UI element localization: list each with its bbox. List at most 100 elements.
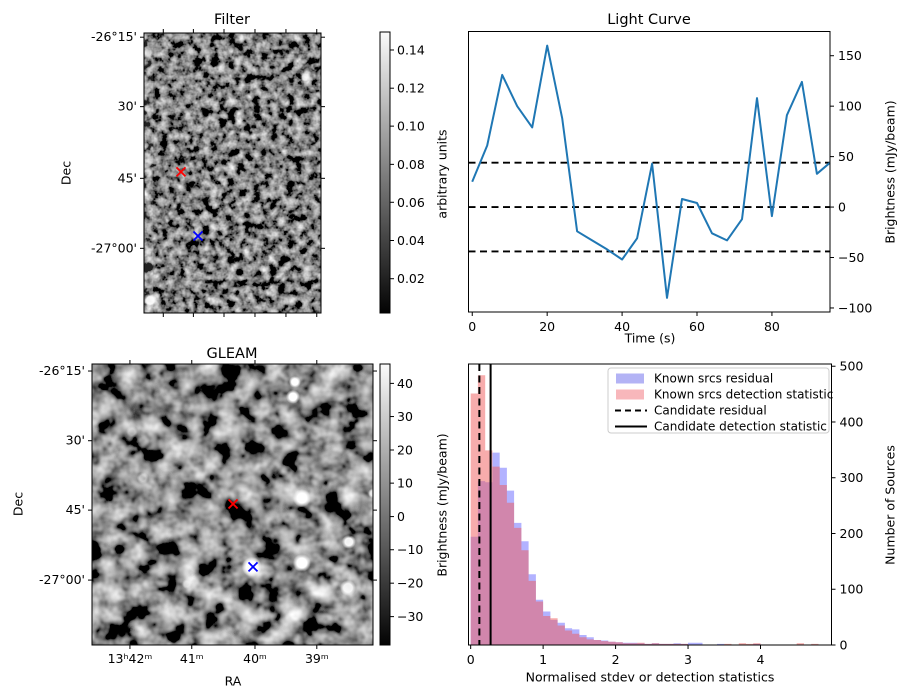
legend-swatch [616,373,644,384]
colorbar-tick-label: 0.06 [397,195,425,210]
histogram-xlabel: Normalised stdev or detection statistics [525,669,775,685]
colorbar-tick-label: 30 [397,409,413,424]
bright-source [181,579,192,590]
y-tick-label: 0 [840,638,848,653]
bright-source [368,488,373,499]
histogram-series-1 [470,375,819,645]
filter-colorbar: 0.14 0.12 0.10 0.08 0.06 0.04 0.02 [379,31,425,314]
legend-entry: Candidate residual [615,404,767,418]
legend: Known srcs residual Known srcs detection … [607,367,833,434]
x-tick-label: 41ᵐ [180,651,204,666]
bright-source [292,489,311,508]
filter-ticks: -26°15' 30' 45' -27°00' [91,29,325,317]
y-tick-label: 200 [840,526,864,541]
gleam-ylabel-dec: Dec [10,491,26,517]
legend-box [607,367,830,434]
bright-source [339,579,356,596]
y-tick-label: 100 [840,582,864,597]
bright-source [300,71,311,82]
colorbar-tick-label: 0.02 [397,271,425,286]
x-tick-label: 40ᵐ [243,651,267,666]
gleam-plot: 13ʰ42ᵐ 41ᵐ 40ᵐ 39ᵐ -26°15' 30' 45' -27°00' [39,360,377,666]
filter-ylabel-dec: Dec [58,160,74,186]
light-curve-frame [468,31,831,313]
x-tick-label: 2 [612,652,620,667]
colorbar-tick-label: −20 [397,576,423,591]
light-curve-plot: 0 20 40 60 80 −100 −50 0 50 100 150 [468,31,872,334]
x-tick-label: 0 [467,652,475,667]
legend-label: Known srcs detection statistic [654,388,833,402]
y-tick-label: 0 [838,200,846,215]
legend-entry: Candidate detection statistic [615,420,827,434]
y-tick-label: 400 [840,414,864,429]
filter-colorbar-label: arbitrary units [434,129,450,219]
x-tick-label: 4 [757,652,765,667]
y-tick-label: 300 [840,470,864,485]
light-curve-ticks: 0 20 40 60 80 −100 −50 0 50 100 150 [468,48,872,334]
histogram-ylabel: Number of Sources [882,445,898,565]
y-tick-label: -26°15' [39,363,85,378]
legend-label: Candidate residual [654,404,767,418]
x-tick-label: 40 [614,319,630,334]
gleam-plot-title: GLEAM [206,346,258,362]
y-tick-label: 45' [66,502,85,517]
filter-plot: -26°15' 30' 45' -27°00' [91,29,325,317]
light-curve-title: Light Curve [607,12,691,28]
blue-cross-marker [192,230,204,242]
legend-label: Known srcs residual [654,372,773,386]
colorbar-tick-label: 0.12 [397,81,425,96]
y-tick-label: 150 [838,48,862,63]
colorbar-tick-label: 0.14 [397,42,425,57]
colorbar-tick-label: 0.08 [397,157,425,172]
gleam-frame [91,363,374,646]
bright-source [288,375,301,388]
histogram-frame [468,363,832,646]
bright-source [341,534,356,549]
y-tick-label: −100 [838,300,872,315]
y-tick-label: 50 [838,149,854,164]
colorbar-tick-label: −30 [397,609,423,624]
bright-source [144,168,154,178]
histogram-plot: 0 1 2 3 4 0 100 200 300 400 500 Known srcs residual… [467,359,864,667]
colorbar-tick-label: 10 [397,476,413,491]
bright-source [144,293,158,308]
colorbar-tick-label: 0.04 [397,233,425,248]
y-tick-label: -27°00' [39,572,85,587]
x-tick-label: 60 [689,319,705,334]
legend-entry: Known srcs detection statistic [616,388,833,402]
y-tick-label: 100 [838,99,862,114]
histogram-ticks: 0 1 2 3 4 0 100 200 300 400 500 [467,359,864,667]
gleam-colorbar: 40 30 20 10 0 −10 −20 −30 [379,363,423,646]
x-tick-label: 80 [764,319,780,334]
light-curve-xlabel: Time (s) [624,330,676,346]
gleam-xlabel-ra: RA [224,673,242,689]
y-tick-label: -27°00' [91,240,137,255]
y-tick-label: 30' [118,99,137,114]
colorbar-tick-label: 20 [397,442,413,457]
filter-colorbar-frame [379,31,391,314]
colorbar-tick-label: 0.10 [397,119,425,134]
gleam-colorbar-label: Brightness (mJy/beam) [434,433,450,577]
y-tick-label: 500 [840,359,864,374]
blue-cross-marker [247,561,259,573]
bright-source [285,389,300,404]
y-tick-label: 30' [66,433,85,448]
legend-entry: Known srcs residual [616,372,773,386]
colorbar-tick-label: −10 [397,542,423,557]
x-tick-label: 0 [468,319,476,334]
gleam-colorbar-frame [379,363,391,646]
colorbar-tick-label: 0 [397,509,405,524]
light-curve-ylabel: Brightness (mJy/beam) [882,100,898,244]
filter-plot-title: Filter [214,12,250,28]
bright-source [125,426,138,439]
x-tick-label: 13ʰ42ᵐ [108,651,153,666]
legend-label: Candidate detection statistic [654,420,827,434]
legend-swatch [616,389,644,400]
red-cross-marker [227,498,239,510]
x-tick-label: 1 [539,652,547,667]
y-tick-label: −50 [838,250,864,265]
gleam-image [92,364,373,645]
x-tick-label: 20 [539,319,555,334]
